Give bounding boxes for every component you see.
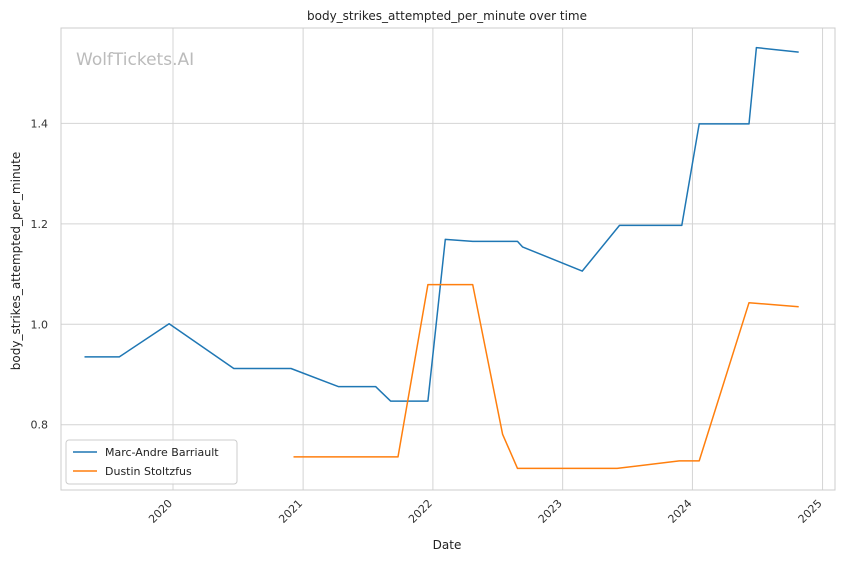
legend-label-stoltzfus: Dustin Stoltzfus [105, 465, 192, 478]
series-lines [84, 46, 799, 470]
watermark-text: WolfTickets.AI [76, 50, 194, 70]
x-axis-title: Date [433, 538, 462, 552]
legend: Marc-Andre Barriault Dustin Stoltzfus [65, 439, 238, 485]
y-tick-label: 0.8 [31, 419, 49, 432]
y-tick-label: 1.2 [31, 218, 49, 231]
series-line-stoltzfus [293, 283, 799, 470]
y-axis-title: body_strikes_attempted_per_minute [9, 152, 23, 370]
legend-label-barriault: Marc-Andre Barriault [105, 446, 219, 459]
y-tick-label: 1.4 [31, 117, 49, 130]
y-tick-label: 1.0 [31, 318, 49, 331]
plot-area [61, 28, 835, 490]
plot-frame [60, 27, 836, 491]
chart-title: body_strikes_attempted_per_minute over t… [307, 9, 587, 23]
legend-box [65, 439, 238, 485]
series-line-barriault [84, 46, 799, 402]
